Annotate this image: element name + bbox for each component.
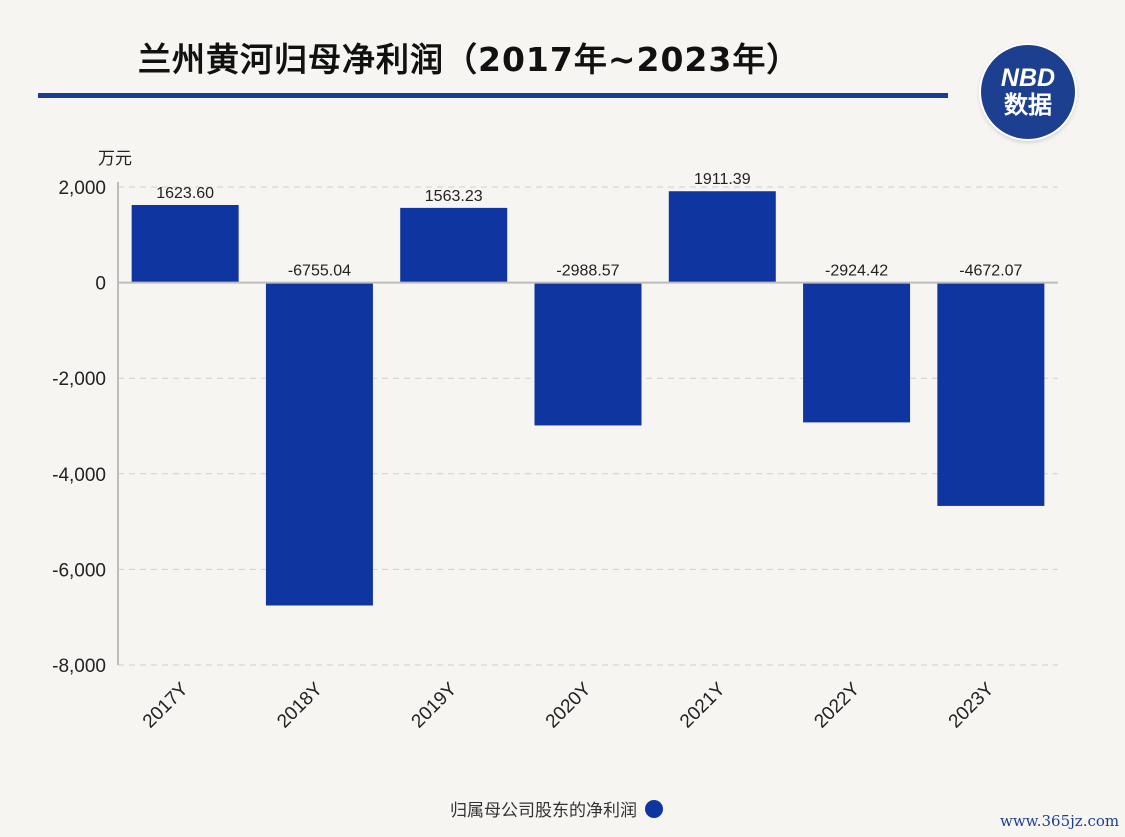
data-label: -2988.57 <box>556 263 619 280</box>
x-tick-label: 2020Y <box>542 678 596 732</box>
data-label: -2924.42 <box>825 263 888 280</box>
x-tick-label: 2018Y <box>273 678 327 732</box>
logo-text-bottom: 数据 <box>1004 91 1052 119</box>
nbd-logo: NBD 数据 <box>981 45 1075 139</box>
data-label: -4672.07 <box>959 263 1022 280</box>
y-tick-label: 0 <box>95 274 106 295</box>
bar <box>937 282 1045 506</box>
y-axis-unit: 万元 <box>98 149 132 169</box>
data-label: 1911.39 <box>694 171 751 188</box>
y-tick-label: -2,000 <box>52 369 106 390</box>
x-tick-label: 2023Y <box>945 678 999 732</box>
legend-label: 归属母公司股东的净利润 <box>450 801 637 821</box>
chart-title: 兰州黄河归母净利润（2017年~2023年） <box>138 40 801 79</box>
x-tick-label: 2022Y <box>810 678 864 732</box>
bar <box>803 282 911 423</box>
bar <box>400 207 508 283</box>
legend-swatch <box>645 799 663 818</box>
logo-text-top: NBD <box>1000 64 1056 92</box>
bar <box>534 282 642 426</box>
x-tick-label: 2017Y <box>139 678 193 732</box>
x-tick-label: 2021Y <box>676 678 730 732</box>
data-label: 1623.60 <box>156 185 214 202</box>
y-tick-label: -6,000 <box>52 560 106 581</box>
source-watermark: www.365jz.com <box>1000 812 1120 830</box>
bar-chart: 2,000 0 -2,000 -4,000 -6,000 -8,000 1623.60 201… <box>52 171 1058 732</box>
title-rule <box>38 93 948 98</box>
bar <box>265 282 373 606</box>
bar <box>131 204 239 283</box>
legend: 归属母公司股东的净利润 <box>450 796 663 821</box>
y-tick-label: 2,000 <box>58 178 106 199</box>
y-tick-label: -8,000 <box>52 656 106 677</box>
y-tick-label: -4,000 <box>52 465 106 486</box>
x-tick-label: 2019Y <box>408 678 462 732</box>
data-label: -6755.04 <box>288 263 351 280</box>
bar <box>668 191 776 283</box>
data-label: 1563.23 <box>425 188 483 205</box>
